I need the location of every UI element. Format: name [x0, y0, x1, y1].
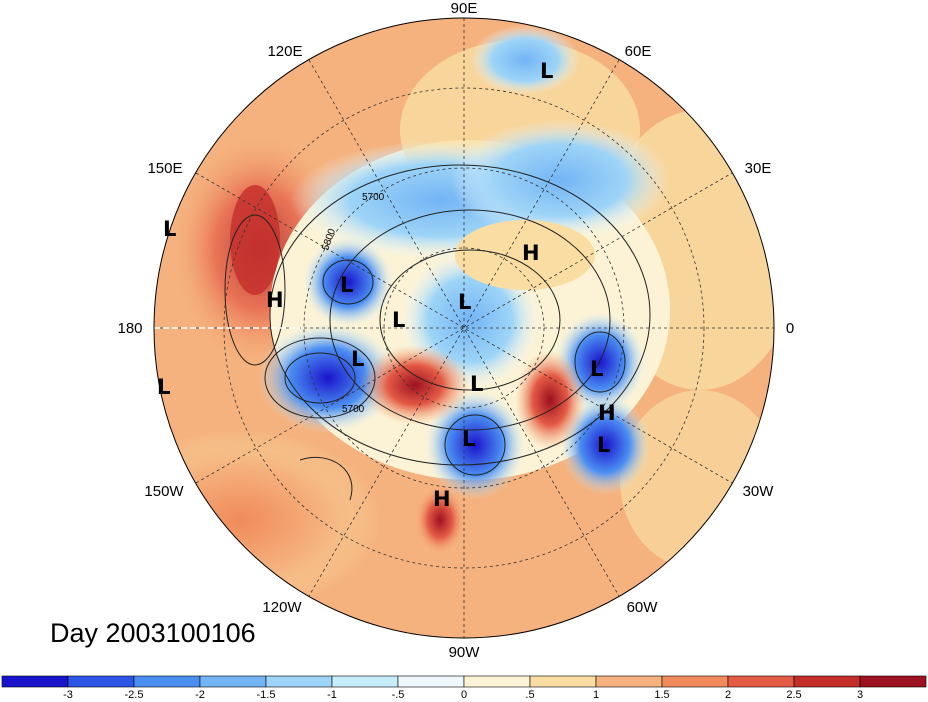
- lon-label-90w: 90W: [449, 644, 481, 661]
- colorbar-swatch: [133, 675, 201, 688]
- lon-label-120e: 120E: [267, 43, 302, 60]
- low-center-marker: L: [157, 375, 170, 399]
- lon-label-30w: 30W: [743, 483, 775, 500]
- low-center-marker: L: [462, 427, 475, 451]
- colorbar-swatch: [595, 675, 663, 688]
- colorbar-swatch: [793, 675, 861, 688]
- colorbar-swatch: [661, 675, 729, 688]
- colorbar-swatch: [397, 675, 465, 688]
- anomaly-field: [154, 18, 774, 638]
- colorbar-tick-label: -3: [63, 689, 73, 701]
- lon-label-0: 0: [786, 320, 794, 337]
- colorbar-tick-label: -2: [195, 689, 205, 701]
- lon-label-150e: 150E: [147, 160, 182, 177]
- high-center-marker: H: [433, 487, 451, 511]
- colorbar-tick-label: -.5: [392, 689, 405, 701]
- colorbar-tick-label: 0: [461, 689, 467, 701]
- lon-label-180: 180: [117, 320, 142, 337]
- colorbar-swatch: [265, 675, 333, 688]
- low-center-marker: L: [458, 290, 471, 314]
- graticule: [154, 18, 774, 638]
- low-center-marker: L: [597, 433, 610, 457]
- low-center-marker: L: [340, 273, 353, 297]
- colorbar-tick-label: 1.5: [654, 689, 669, 701]
- lon-label-90e: 90E: [451, 0, 478, 17]
- low-center-marker: L: [351, 347, 364, 371]
- low-center-marker: L: [157, 375, 170, 399]
- colorbar-tick-label: -1: [327, 689, 337, 701]
- low-center-marker: L: [470, 372, 483, 396]
- colorbar-swatch: [529, 675, 597, 688]
- pressure-centers-extra: H H L: [433, 401, 616, 511]
- pressure-centers: L L H L L L L L L L H H L L: [157, 59, 616, 451]
- high-center-marker: H: [598, 401, 616, 425]
- colorbar-swatch: [859, 675, 927, 688]
- contour-label: 5700: [342, 404, 365, 415]
- colorbar-swatch: [67, 675, 135, 688]
- colorbar-tick-label: 1: [593, 689, 599, 701]
- height-contours: [224, 164, 651, 501]
- colorbar-tick-label: 2.5: [786, 689, 801, 701]
- high-center-marker: H: [598, 401, 616, 425]
- low-center-marker: L: [540, 59, 553, 83]
- colorbar-swatch: [331, 675, 399, 688]
- low-center-marker: L: [392, 308, 405, 332]
- day-title: Day 2003100106: [50, 618, 256, 648]
- colorbar-swatch: [199, 675, 267, 688]
- high-center-marker: H: [266, 288, 284, 312]
- low-center-marker: L: [163, 217, 176, 241]
- colorbar-tick-label: -1.5: [257, 689, 276, 701]
- map-boundary: [153, 17, 775, 639]
- colorbar-swatch: [727, 675, 795, 688]
- colorbar-swatch: [1, 675, 69, 688]
- lon-label-60e: 60E: [625, 43, 652, 60]
- colorbar: -3 -2.5 -2 -1.5 -1 -.5 0 .5 1 1.5 2 2.5 3: [1, 675, 927, 701]
- low-center-marker: L: [590, 357, 603, 381]
- colorbar-swatch: [463, 675, 531, 688]
- contour-label: 5700: [362, 192, 385, 203]
- lon-label-60w: 60W: [627, 599, 659, 616]
- longitude-labels: 90E 60E 30E 0 30W 60W 90W 120W 150W 180 …: [117, 0, 794, 661]
- lon-label-30e: 30E: [745, 160, 772, 177]
- colorbar-tick-label: 2: [725, 689, 731, 701]
- colorbar-tick-label: -2.5: [125, 689, 144, 701]
- high-center-marker: H: [522, 241, 540, 265]
- colorbar-tick-label: 3: [857, 689, 863, 701]
- lon-label-120w: 120W: [262, 599, 302, 616]
- lon-label-150w: 150W: [144, 483, 184, 500]
- colorbar-tick-label: .5: [525, 689, 534, 701]
